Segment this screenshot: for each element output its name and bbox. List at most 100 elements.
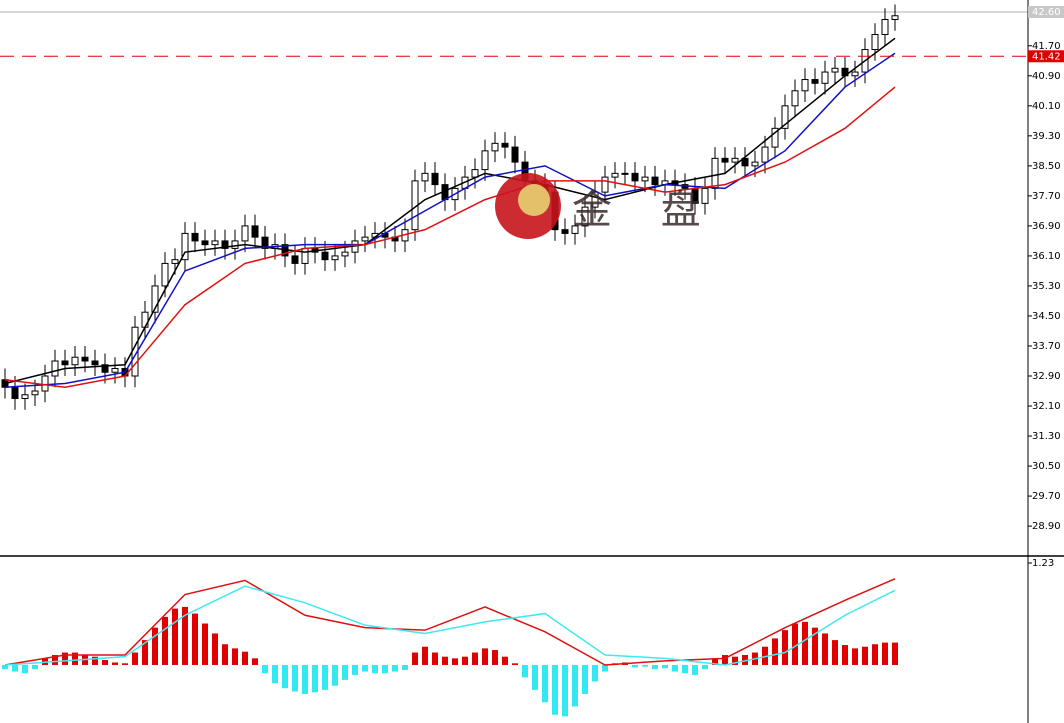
macd-bar	[802, 621, 808, 665]
candle-body	[791, 90, 799, 107]
candle-body	[701, 187, 709, 204]
macd-bar	[512, 663, 518, 665]
macd-bar	[362, 664, 368, 672]
macd-bar	[242, 651, 248, 665]
candle-body	[221, 240, 229, 249]
candle-body	[181, 232, 189, 261]
macd-bar	[12, 664, 18, 672]
candle-body	[601, 176, 609, 193]
candle-body	[641, 176, 649, 182]
macd-bar	[882, 642, 888, 665]
macd-bar	[282, 664, 288, 689]
candle-body	[621, 172, 629, 175]
macd-bar	[742, 655, 748, 665]
candle-body	[31, 390, 39, 396]
candle-body	[721, 157, 729, 163]
macd-bar	[822, 633, 828, 665]
macd-bar	[262, 664, 268, 674]
y-tick-label: 28.90	[1032, 521, 1061, 532]
macd-bar	[122, 663, 128, 665]
candle-body	[561, 229, 569, 234]
macd-bar	[772, 638, 778, 665]
candle-body	[241, 225, 249, 242]
indicator-line	[4, 578, 896, 666]
macd-bar	[292, 664, 298, 692]
watermark-logo-core	[518, 184, 550, 216]
candle-body	[511, 146, 519, 163]
candle-body	[71, 356, 79, 366]
macd-bar	[212, 633, 218, 665]
candle-body	[501, 142, 509, 148]
candle-body	[331, 255, 339, 261]
candle-body	[761, 146, 769, 163]
candle-body	[91, 360, 99, 366]
macd-bar	[52, 655, 58, 665]
macd-bar	[642, 664, 648, 667]
y-tick-label: 32.10	[1032, 401, 1061, 412]
macd-bar	[352, 664, 358, 675]
macd-bar	[342, 664, 348, 680]
macd-bar	[22, 664, 28, 674]
candle-body	[651, 176, 659, 186]
macd-bar	[652, 664, 658, 670]
macd-bar	[252, 658, 258, 665]
macd-bar	[372, 664, 378, 674]
indicator-line	[4, 37, 896, 385]
candle-body	[471, 169, 479, 178]
y-tick-label: 34.50	[1032, 311, 1061, 322]
macd-bar	[222, 644, 228, 665]
candle-body	[51, 360, 59, 377]
candle-body	[61, 360, 69, 366]
candle-body	[591, 191, 599, 208]
candle-body	[571, 225, 579, 234]
y-tick-label: 40.10	[1032, 101, 1061, 112]
candle-body	[801, 79, 809, 92]
candle-body	[11, 386, 19, 400]
macd-bar	[632, 664, 638, 668]
y-tick-label: 32.90	[1032, 371, 1061, 382]
macd-bar	[392, 664, 398, 672]
macd-bar	[192, 613, 198, 665]
macd-bar	[832, 640, 838, 665]
macd-bar	[722, 655, 728, 665]
price-marker	[1028, 6, 1064, 18]
price-marker-label: 42.60	[1032, 7, 1061, 18]
macd-bar	[522, 664, 528, 678]
watermark: 金 盘	[495, 173, 719, 239]
macd-bar	[812, 627, 818, 665]
macd-bar	[2, 664, 8, 670]
candle-body	[821, 71, 829, 84]
y-tick-label: 40.90	[1032, 71, 1061, 82]
candle-body	[321, 251, 329, 261]
macd-bar	[402, 664, 408, 670]
macd-bar	[92, 656, 98, 665]
macd-bar	[492, 650, 498, 665]
macd-bar	[542, 664, 548, 703]
y-tick-label: 36.10	[1032, 251, 1061, 262]
macd-bar	[142, 640, 148, 665]
candle-body	[891, 15, 899, 21]
candle-body	[421, 172, 429, 182]
macd-bar	[312, 664, 318, 693]
watermark-text: 金 盘	[572, 187, 719, 233]
macd-bar	[592, 664, 598, 682]
macd-bar	[332, 664, 338, 686]
candle-body	[491, 142, 499, 152]
candle-body	[831, 67, 839, 73]
candle-body	[301, 247, 309, 264]
macd-bar	[412, 652, 418, 665]
macd-bar	[162, 616, 168, 665]
macd-bar	[462, 656, 468, 665]
macd-bar	[432, 652, 438, 665]
y-tick-label: 1.23	[1032, 558, 1054, 569]
macd-bar	[892, 642, 898, 665]
candle-body	[731, 157, 739, 163]
macd-bar	[302, 664, 308, 694]
y-tick-label: 37.70	[1032, 191, 1061, 202]
macd-bar	[132, 652, 138, 665]
y-tick-label: 30.50	[1032, 461, 1061, 472]
macd-bar	[682, 664, 688, 674]
candle-body	[171, 259, 179, 264]
